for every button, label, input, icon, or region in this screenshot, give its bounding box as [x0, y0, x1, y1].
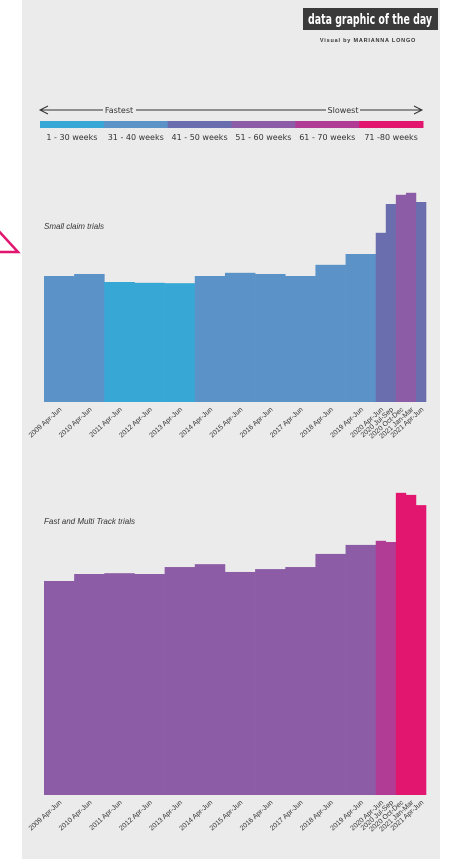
bar [315, 264, 346, 402]
chart-title: Small claim trials [44, 222, 104, 231]
bar [164, 283, 196, 402]
title: data graphic of the day [308, 12, 432, 28]
bar [44, 580, 75, 795]
bar [395, 194, 407, 402]
bar [405, 494, 417, 795]
bar [385, 204, 397, 402]
bar [224, 272, 256, 402]
legend-swatch [103, 121, 169, 128]
bar [104, 282, 135, 402]
chart-title: Fast and Multi Track trials [44, 517, 135, 526]
fastest-label: Fastest [105, 106, 133, 115]
bar [255, 274, 286, 402]
legend-label: 41 - 50 weeks [172, 133, 228, 142]
legend-swatch [40, 121, 105, 128]
legend-label: 61 - 70 weeks [299, 133, 355, 142]
decor-triangle [0, 230, 21, 254]
bar [255, 569, 286, 795]
legend-label: 51 - 60 weeks [235, 133, 291, 142]
bar [194, 276, 226, 402]
bar [285, 276, 316, 402]
bar [285, 567, 316, 795]
title-box [303, 8, 438, 30]
bar [104, 573, 135, 795]
bar [345, 544, 377, 795]
bar [44, 276, 75, 402]
legend-label: 1 - 30 weeks [46, 133, 97, 142]
bar [395, 492, 407, 795]
slowest-label: Slowest [328, 106, 359, 115]
legend-swatch [295, 121, 360, 128]
scale-arrow [38, 105, 424, 115]
bar [375, 540, 387, 795]
legend-label: 71 -80 weeks [364, 133, 418, 142]
legend: 1 - 30 weeks 31 - 40 weeks 41 - 50 weeks 51… [40, 121, 424, 142]
bar [224, 571, 256, 795]
bar [385, 542, 397, 795]
legend-swatch [167, 121, 232, 128]
bar [315, 553, 346, 795]
bar [194, 564, 226, 795]
legend-swatch [359, 121, 424, 128]
bar [375, 232, 387, 402]
legend-swatch [231, 121, 296, 128]
arrowhead [38, 105, 49, 115]
bar [415, 202, 427, 402]
bar [134, 574, 165, 795]
bar [415, 505, 427, 795]
bar [405, 192, 417, 402]
bar [74, 274, 105, 402]
bar [164, 567, 196, 795]
bar [345, 254, 377, 402]
arrowhead [413, 105, 424, 115]
legend-label: 31 - 40 weeks [108, 133, 164, 142]
bar [134, 282, 165, 402]
credit: Visual by MARIANNA LONGO [320, 38, 416, 44]
bar [74, 574, 105, 795]
